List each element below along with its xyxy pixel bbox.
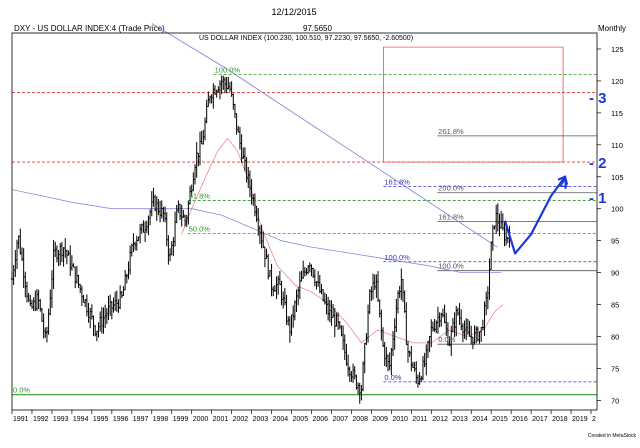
x-tick-label: 2000	[193, 416, 209, 423]
moving-average-blue	[11, 189, 502, 273]
x-tick-label: 2001	[213, 416, 229, 423]
y-tick-label: 75	[611, 364, 619, 373]
x-tick-label: 2011	[412, 416, 427, 423]
trendline-extension	[151, 23, 226, 69]
y-tick-label: 80	[611, 333, 619, 342]
y-tick-label: 110	[611, 141, 623, 150]
x-tick-label: 2015	[492, 416, 508, 423]
x-tick-label: 2018	[552, 416, 568, 423]
x-tick-label: 2012	[432, 416, 448, 423]
trendline	[225, 67, 498, 248]
x-tick-label: 1993	[53, 416, 69, 423]
fib-level-label: 261.8%	[438, 127, 464, 136]
price-bars-layer	[10, 75, 511, 404]
x-tick-label: 2006	[312, 416, 328, 423]
x-tick-label: 1997	[133, 416, 149, 423]
fib-level-label: 0.0%	[384, 373, 401, 382]
fib-level-label: 200.0%	[438, 184, 464, 193]
fib-labels-layer: 100.0% 61.8% 50.0% 0.0% 261.8% 200.0% 161.8% 10…	[13, 66, 464, 395]
x-tick-label: 1991	[13, 416, 29, 423]
x-tick-label: 2002	[233, 416, 249, 423]
x-tick-label: 2016	[512, 416, 528, 423]
credit-text: Created in MetaStock	[588, 433, 637, 439]
y-tick-label: 120	[611, 77, 624, 86]
projection-arrow	[557, 175, 569, 186]
axes-layer: 70 75 80 85 90 95 100 105 110 115 120 125 1991 1992 19…	[11, 32, 624, 423]
chart-title: DXY - US DOLLAR INDEX:4 (Trade Price)	[14, 24, 165, 33]
y-tick-label: 125	[611, 45, 624, 54]
fib-level-label: 61.8%	[189, 191, 211, 200]
fib-level-label: 161.8%	[384, 177, 410, 186]
plot-frame	[11, 32, 598, 411]
target-box	[383, 46, 564, 163]
header-period: Monthly	[598, 24, 626, 33]
x-tick-label: 1996	[113, 416, 129, 423]
fib-levels-layer	[12, 23, 597, 396]
x-tick-label: 2	[592, 416, 596, 423]
x-tick-label: 1999	[173, 416, 189, 423]
fib-level-label: 100.0%	[384, 253, 410, 262]
x-tick-label: 2014	[472, 416, 488, 423]
y-tick-label: 85	[611, 301, 619, 310]
header-date: 12/12/2015	[271, 7, 316, 17]
y-tick-label: 100	[611, 205, 624, 214]
x-tick-label: 2013	[452, 416, 468, 423]
y-tick-label: 70	[611, 396, 619, 405]
y-tick-label: 90	[611, 269, 619, 278]
level-mark: - 3	[589, 90, 607, 107]
indicators-layer	[11, 137, 504, 344]
x-tick-label: 2004	[273, 416, 289, 423]
fib-level-label: 100.0%	[438, 262, 464, 271]
annotations-layer: 4 - 3 - 2 - 1	[504, 90, 607, 255]
x-tick-label: 2007	[332, 416, 348, 423]
fib-level-label: 161.8%	[438, 213, 464, 222]
x-tick-label: 2008	[352, 416, 368, 423]
y-tick-label: 105	[611, 173, 624, 182]
x-tick-label: 2009	[372, 416, 388, 423]
level-mark: - 1	[589, 190, 607, 207]
x-tick-label: 1995	[93, 416, 109, 423]
projection-label: 4	[560, 176, 568, 192]
fib-level-label: 0.0%	[13, 386, 30, 395]
level-mark: - 2	[589, 155, 607, 172]
fib-level-label: 50.0%	[189, 225, 211, 234]
x-tick-label: 1992	[33, 416, 49, 423]
x-tick-label: 2005	[293, 416, 309, 423]
header-last-price: 97.5650	[303, 24, 332, 33]
x-tick-label: 2017	[532, 416, 548, 423]
y-tick-label: 115	[611, 109, 623, 118]
projection-line	[504, 175, 567, 255]
fib-level-label: 0.0%	[438, 335, 455, 344]
x-tick-label: 1998	[153, 416, 169, 423]
x-tick-label: 1994	[73, 416, 89, 423]
y-tick-label: 95	[611, 237, 619, 246]
x-tick-label: 2010	[392, 416, 408, 423]
legend-ohlc: US DOLLAR INDEX (100.230, 100.510, 97.22…	[199, 35, 413, 42]
moving-average-red	[181, 137, 504, 344]
x-tick-label: 2019	[572, 416, 588, 423]
x-tick-label: 2003	[253, 416, 269, 423]
fib-level-label: 100.0%	[215, 66, 241, 75]
